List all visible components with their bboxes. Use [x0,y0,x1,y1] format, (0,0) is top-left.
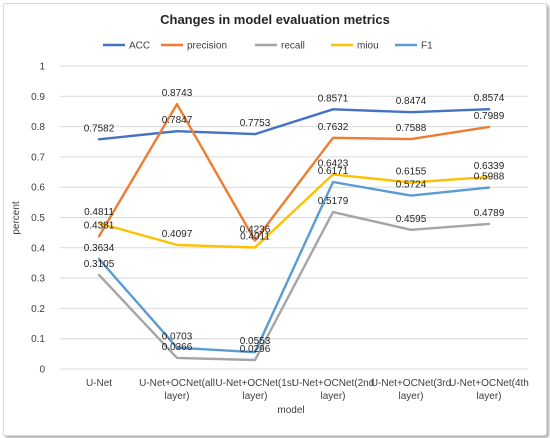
data-label-miou: 0.4097 [162,229,193,240]
x-tick-label-line: U-Net+OCNet(1st [215,378,294,389]
series-line-acc [97,107,491,141]
y-axis-label: percent [11,201,22,235]
series-line-precision [97,102,491,242]
data-label-recall: 0.5179 [318,196,349,207]
gridlines [60,65,528,370]
x-axis-label: model [277,405,304,416]
data-label-recall: 0.3105 [84,259,115,270]
data-label-acc: 0.7847 [162,115,193,126]
x-tick-label: U-Net+OCNet(4th layer) [449,378,529,402]
y-tick-label: 0.2 [31,304,45,315]
x-tick-label-line: layer) [242,391,267,402]
series-lines [97,102,491,362]
data-label-precision: 0.4381 [84,220,115,231]
x-tick-label: U-Net+OCNet(1st layer) [215,378,294,402]
data-label-precision: 0.8743 [162,88,193,99]
data-label-recall: 0.4595 [396,214,427,225]
x-tick-label: U-Net+OCNet(3rd layer) [371,378,451,402]
x-tick-label-line: layer) [320,391,345,402]
y-tick-label: 0.3 [31,274,45,285]
data-label-f1: 0.6171 [318,166,349,177]
x-tick-label-line: U-Net+OCNet(3rd [371,378,451,389]
data-label-miou: 0.6339 [474,161,505,172]
legend: ACC precision recall miou F1 [103,41,433,52]
x-tick-label-line: U-Net+OCNet(4th [449,378,529,389]
data-label-recall: 0.4789 [474,208,505,219]
data-label-acc: 0.8574 [474,93,505,104]
data-label-recall: 0.0296 [240,344,271,355]
data-labels: 0.7582 0.7847 0.7753 0.8571 0.8474 0.8574 0.43… [84,88,505,355]
data-label-precision: 0.7632 [318,122,349,133]
legend-entry: F1 [421,41,433,52]
y-tick-label: 0.6 [31,183,45,194]
y-tick-label: 0 [39,365,45,376]
x-tick-label: U-Net [86,378,112,389]
x-tick-label: U-Net+OCNet(2nd layer) [292,378,375,402]
data-label-acc: 0.7753 [240,118,271,129]
data-label-acc: 0.8474 [396,96,427,107]
legend-entry: precision [187,41,227,52]
data-label-f1: 0.3634 [84,243,115,254]
y-tick-label: 0.1 [31,334,45,345]
series-line-recall [97,210,491,362]
series-line-miou [97,173,491,249]
y-tick-label: 1 [39,62,45,73]
x-tick-label-line: U-Net+OCNet(all [139,378,215,389]
data-label-recall: 0.0366 [162,342,193,353]
legend-entry: ACC [129,41,150,52]
y-axis-ticks: 0 0.1 0.2 0.3 0.4 0.5 0.6 0.7 0.8 0.9 1 [31,62,45,376]
data-label-miou: 0.6155 [396,167,427,178]
data-label-miou: 0.4011 [240,231,270,242]
x-tick-label-line: U-Net+OCNet(2nd [292,378,375,389]
y-tick-label: 0.7 [31,152,45,163]
data-label-f1: 0.0553 [240,336,271,347]
y-tick-label: 0.4 [31,243,45,254]
chart-frame [3,3,547,436]
x-tick-label-line: layer) [398,391,423,402]
data-label-f1: 0.5988 [474,172,505,183]
x-tick-label: U-Net+OCNet(all layer) [139,378,215,402]
y-tick-label: 0.9 [31,92,45,103]
data-label-precision: 0.4236 [240,225,271,236]
data-label-f1: 0.0703 [162,332,193,343]
x-tick-label-line: layer) [476,391,501,402]
data-label-f1: 0.5724 [396,180,427,191]
data-label-acc: 0.7582 [84,123,115,134]
data-label-precision: 0.7989 [474,111,505,122]
legend-entry: miou [357,41,379,52]
data-label-precision: 0.7588 [396,123,427,134]
legend-entry: recall [281,41,305,52]
x-axis-ticks: U-Net U-Net+OCNet(all layer)U-Net+OCNet(1s… [86,378,529,402]
x-tick-label-line: layer) [164,391,189,402]
chart-title: Changes in model evaluation metrics [160,12,390,27]
x-tick-label-line: U-Net [86,378,112,389]
series-line-f1 [97,180,491,354]
data-label-miou: 0.4811 [84,207,114,218]
y-tick-label: 0.5 [31,213,45,224]
data-label-acc: 0.8571 [318,93,349,104]
y-tick-label: 0.8 [31,122,45,133]
data-label-miou: 0.6423 [318,158,349,169]
